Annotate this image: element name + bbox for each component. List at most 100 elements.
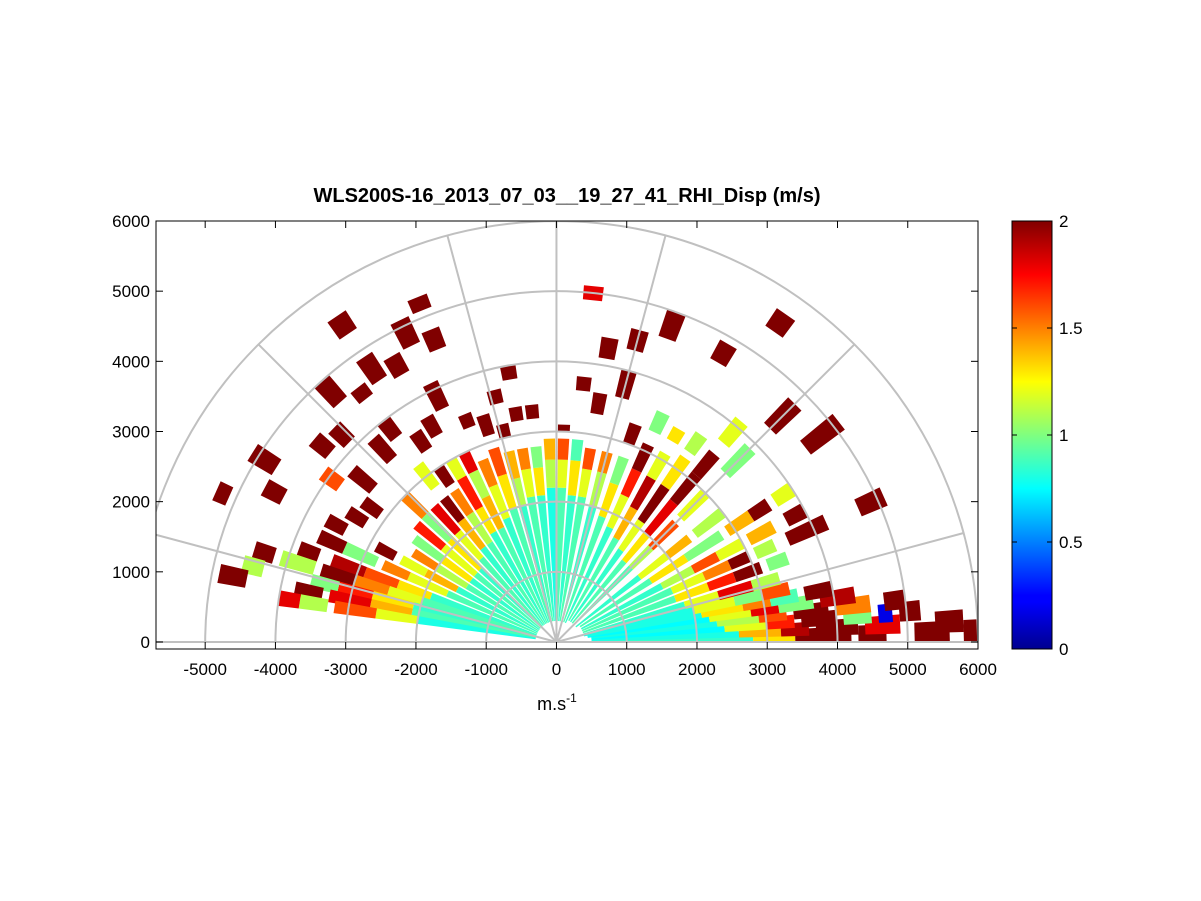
scan-cell [683, 530, 725, 562]
x-tick-label: 1000 [608, 660, 646, 679]
spoke-line [257, 343, 558, 643]
scan-cell [664, 534, 693, 559]
scan-cell [558, 495, 576, 622]
scan-cell [684, 431, 708, 457]
y-tick-label: 2000 [112, 493, 150, 512]
y-tick-label: 4000 [112, 352, 150, 371]
x-tick-label: -1000 [464, 660, 507, 679]
scan-cell [581, 587, 674, 632]
scan-cell [784, 514, 830, 546]
scan-cell [717, 416, 748, 448]
scan-cell [733, 588, 764, 606]
scan-cell [606, 493, 629, 530]
scan-cell [457, 475, 483, 511]
scan-cell [563, 515, 606, 623]
scan-cell [323, 513, 349, 536]
scan-cell [516, 447, 531, 471]
scan-cell [530, 446, 543, 469]
scan-cell [583, 601, 686, 636]
scan-cell [660, 565, 695, 589]
scan-cell [646, 450, 671, 481]
scan-cell [399, 555, 429, 577]
scan-cell [580, 583, 664, 630]
scan-cell [411, 534, 446, 563]
scan-cell [732, 561, 764, 583]
scan-cell [609, 455, 629, 486]
scan-cell [882, 589, 907, 611]
scan-cell [559, 496, 587, 622]
scan-cell [477, 457, 498, 488]
scan-cell [308, 432, 336, 459]
scan-cell [387, 586, 424, 605]
chart-title: WLS200S-16_2013_07_03__19_27_41_RHI_Disp… [313, 185, 820, 207]
y-tick-label: 1000 [112, 563, 150, 582]
scan-cell [458, 411, 476, 430]
scan-cell [383, 351, 410, 380]
colorbar-ticks: 0 0.5 1 1.5 2 [1012, 212, 1083, 659]
scan-cell [318, 466, 345, 492]
scan-cell [526, 496, 554, 622]
scan-cell [854, 487, 888, 517]
scan-cell [375, 608, 419, 624]
scan-cell [670, 572, 706, 594]
scan-cell [508, 405, 524, 423]
scan-cell [407, 293, 432, 315]
polar-grid [156, 221, 978, 643]
scan-cell [497, 473, 517, 510]
scan-cell [724, 510, 755, 536]
scan-cell [568, 537, 620, 622]
range-ring [156, 221, 978, 642]
scan-cell [717, 580, 754, 601]
scan-cell [359, 496, 384, 520]
scan-cell [298, 594, 329, 613]
spoke-line [556, 532, 964, 643]
scan-cell [706, 572, 737, 592]
scan-cell [212, 481, 234, 506]
scan-cell [669, 471, 702, 506]
scan-cell [637, 483, 670, 524]
scan-cell [433, 464, 455, 488]
scan-cell [613, 506, 638, 541]
scan-cell [247, 443, 282, 476]
scan-cell [468, 469, 490, 499]
x-tick-label: 4000 [819, 660, 857, 679]
scan-cell [473, 572, 541, 629]
scan-cell [692, 595, 736, 615]
scan-cell [765, 551, 790, 572]
scan-cell [446, 456, 467, 481]
scan-cell [367, 433, 398, 465]
scan-cell [543, 438, 556, 460]
x-tick-label: -5000 [183, 660, 226, 679]
scan-cell [353, 574, 390, 596]
scan-cell [564, 526, 614, 624]
scan-cell [481, 495, 505, 531]
colorbar-tick-label: 2 [1059, 212, 1068, 231]
scan-cell [455, 586, 539, 633]
scan-cell [381, 560, 411, 581]
scan-cell [421, 511, 454, 543]
y-tick-label: 6000 [112, 212, 150, 231]
colorbar [1011, 220, 1053, 650]
scan-cell [622, 422, 642, 447]
scan-cell [710, 339, 737, 368]
scan-cell [800, 413, 845, 455]
scan-cell [658, 309, 686, 342]
scan-cell [409, 428, 433, 454]
scan-cell [582, 595, 677, 634]
scan-cell [521, 468, 535, 498]
spoke-line [156, 533, 557, 643]
scan-cell [316, 529, 348, 554]
scan-cell [803, 580, 834, 601]
scan-cell [750, 571, 782, 592]
x-tick-label: 5000 [889, 660, 927, 679]
scan-cell [702, 560, 732, 581]
x-tick-label: -4000 [254, 660, 297, 679]
x-tick-label: 3000 [748, 660, 786, 679]
scan-cell [251, 541, 277, 564]
scan-cell [486, 541, 546, 625]
scan-cell [777, 594, 815, 614]
scan-cell [533, 467, 546, 496]
scan-cell [648, 410, 670, 435]
scan-cell [421, 326, 447, 353]
scan-cell [429, 592, 537, 636]
